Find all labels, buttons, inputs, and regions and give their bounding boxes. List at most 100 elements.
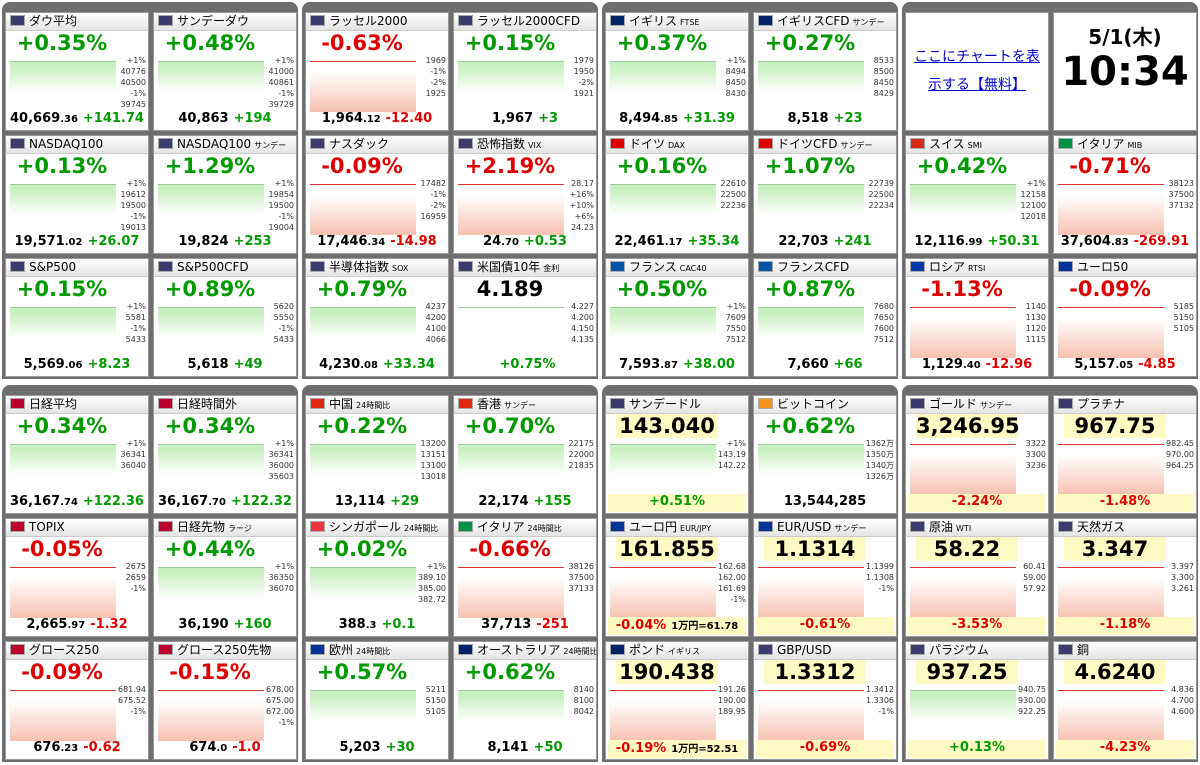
market-name: TOPIX <box>29 520 65 534</box>
flag <box>1058 398 1073 409</box>
tile-header: EUR/USD サンデー <box>754 519 896 537</box>
head-value: 3,246.95 <box>916 414 1020 438</box>
axis-label: -1% <box>278 212 294 221</box>
foot-value: 36,167 <box>158 494 209 509</box>
foot-change: +253 <box>233 234 272 249</box>
market-name: ドイツCFD <box>777 137 838 151</box>
axis-label: 39745 <box>120 100 146 109</box>
market-name: 日経時間外 <box>177 397 238 411</box>
flag <box>458 15 473 26</box>
foot-decimal: .0 <box>216 743 228 754</box>
market-name: プラチナ <box>1077 397 1126 411</box>
market-tile: ドイツ DAX +0.16% 22610 22500 22236 22,461.17 +35.… <box>605 135 749 254</box>
flag <box>610 138 625 149</box>
chart-area <box>910 184 1016 235</box>
market-name: ユーロ円 <box>629 520 678 534</box>
foot-value: 36,167 <box>10 494 61 509</box>
foot-value: -0.19% <box>615 741 667 756</box>
axis-label: +1% <box>726 56 746 65</box>
head-value: +0.02% <box>316 537 408 561</box>
flag <box>158 15 173 26</box>
market-sub: サンデー <box>852 18 885 27</box>
foot-change: +33.34 <box>382 357 435 372</box>
tile-footer: 24.70 +0.53 <box>456 234 594 252</box>
flag <box>158 261 173 272</box>
axis-label: 675.52 <box>118 696 146 705</box>
head-value: +1.07% <box>764 154 856 178</box>
market-tile: ユーロ円 EUR/JPY 161.855 162.68 162.00 161.69 -1% -… <box>605 518 749 637</box>
axis-label: 3322 <box>1025 439 1046 448</box>
axis-label: 1921 <box>573 89 594 98</box>
flag <box>10 261 25 272</box>
tile-footer: 19,824 +253 <box>156 234 294 252</box>
tile-header: 米国債10年 金利 <box>454 259 596 277</box>
foot-change: -269.91 <box>1133 234 1190 249</box>
foot-change: +50.31 <box>987 234 1040 249</box>
market-sub: FTSE <box>680 18 700 27</box>
foot-decimal: .70 <box>501 237 519 248</box>
tile-footer: -0.04% 1万円=61.78 <box>608 617 746 635</box>
tile-header: 中国 24時間比 <box>306 396 448 414</box>
axis-label: 5150 <box>425 696 446 705</box>
tile-footer: 388.3 +0.1 <box>308 617 446 635</box>
tile-header: ラッセル2000CFD <box>454 13 596 31</box>
tile-header: ダウ平均 <box>6 13 148 31</box>
axis-label: 60.41 <box>1023 562 1046 571</box>
market-tile: シンガポール 24時間比 +0.02% +1% 389.10 385.00 382.72 38… <box>305 518 449 637</box>
market-tile: 原油 WTI 58.22 60.41 59.00 57.92 -3.53% <box>905 518 1049 637</box>
axis-label: +1% <box>126 439 146 448</box>
flag <box>10 398 25 409</box>
foot-value: 37,604 <box>1060 234 1111 249</box>
axis-label: 4.135 <box>571 335 594 344</box>
axis-label: 22234 <box>868 201 894 210</box>
axis-label: 22236 <box>720 201 746 210</box>
axis-labels: +1% 19854 19500 -1% 19004 <box>262 178 294 233</box>
foot-value: -1.48% <box>1099 494 1151 509</box>
axis-label: 5620 <box>273 302 294 311</box>
foot-decimal: .36 <box>60 114 78 125</box>
head-value: -0.71% <box>1069 154 1151 178</box>
foot-change: +38.00 <box>682 357 735 372</box>
axis-label: 1969 <box>425 56 446 65</box>
axis-label: +1% <box>726 439 746 448</box>
market-tile: 米国債10年 金利 4.189 4.227 4.200 4.150 4.135 +0.75% <box>453 258 597 377</box>
market-name: S&P500 <box>29 260 77 274</box>
flag <box>10 521 25 532</box>
tile-header: 香港 サンデー <box>454 396 596 414</box>
tile-footer: 1,964.12 -12.40 <box>308 111 446 129</box>
tile-footer: 22,174 +155 <box>456 494 594 512</box>
axis-labels: 1969 -1% -2% 1925 <box>414 55 446 99</box>
axis-label: 681.94 <box>118 685 146 694</box>
market-tile: ゴールド サンデー 3,246.95 3322 3300 3236 -2.24% <box>905 395 1049 514</box>
chart-link[interactable]: ここにチャートを表示する【無料】 <box>914 49 1040 93</box>
chart-area <box>310 61 416 112</box>
foot-change: +194 <box>233 111 272 126</box>
chart-area <box>1058 184 1164 235</box>
tile-footer: +0.13% <box>908 740 1046 758</box>
market-name: オーストラリア <box>477 643 561 657</box>
axis-labels: 38126 37500 37133 <box>562 561 594 594</box>
chart-area <box>310 184 416 235</box>
axis-label: 22610 <box>720 179 746 188</box>
tile-footer: 676.23 -0.62 <box>8 740 146 758</box>
market-name: 銅 <box>1077 643 1090 657</box>
head-value: +2.19% <box>464 154 556 178</box>
chart-area <box>910 567 1016 618</box>
axis-label: 37132 <box>1168 201 1194 210</box>
axis-label: 189.95 <box>718 707 746 716</box>
flag <box>610 398 625 409</box>
chart-area <box>158 567 264 618</box>
tile-footer: 5,569.06 +8.23 <box>8 357 146 375</box>
axis-label: +1% <box>726 302 746 311</box>
axis-label: 3.300 <box>1171 573 1194 582</box>
axis-labels: +1% 5581 -1% 5433 <box>114 301 146 345</box>
foot-change: +31.39 <box>682 111 735 126</box>
tile-header: TOPIX <box>6 519 148 537</box>
flag <box>10 15 25 26</box>
axis-label: 1326万 <box>865 472 894 481</box>
axis-label: +6% <box>574 212 594 221</box>
market-name: シンガポール <box>329 520 402 534</box>
axis-label: 678.00 <box>266 685 294 694</box>
market-sub: CAC40 <box>679 264 707 273</box>
flag <box>610 644 625 655</box>
